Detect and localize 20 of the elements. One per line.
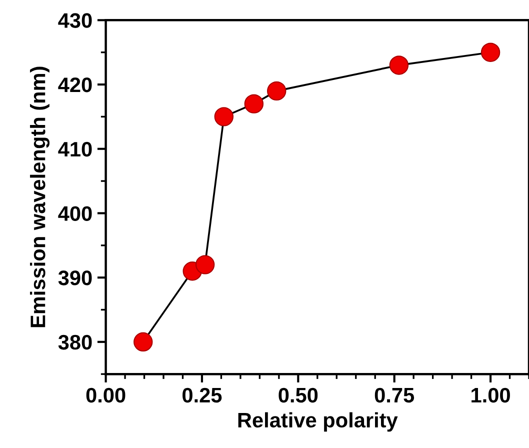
y-tick-label: 420 bbox=[58, 78, 92, 92]
x-tick-label: 0.50 bbox=[278, 388, 318, 403]
y-tick-label: 400 bbox=[58, 206, 92, 221]
point bbox=[267, 81, 286, 101]
x-tick-label: 1.00 bbox=[472, 388, 510, 403]
y-tick-label: 390 bbox=[58, 270, 92, 286]
x-tick-label: 0.00 bbox=[86, 388, 126, 403]
point bbox=[134, 332, 153, 352]
point bbox=[480, 42, 500, 62]
x-tick-label: 0.75 bbox=[374, 388, 414, 403]
point bbox=[389, 56, 409, 75]
point bbox=[195, 255, 215, 274]
x-tick-label: 0.25 bbox=[182, 388, 222, 403]
y-tick-label: 380 bbox=[58, 334, 92, 350]
y-tick-label: 410 bbox=[58, 142, 92, 157]
point bbox=[214, 107, 234, 126]
y-tick-label: 430 bbox=[58, 13, 92, 28]
x-axis-title: Relative polarity bbox=[238, 412, 398, 432]
point bbox=[244, 94, 264, 114]
y-axis-title: Emission wavelength (nm) bbox=[30, 66, 50, 328]
